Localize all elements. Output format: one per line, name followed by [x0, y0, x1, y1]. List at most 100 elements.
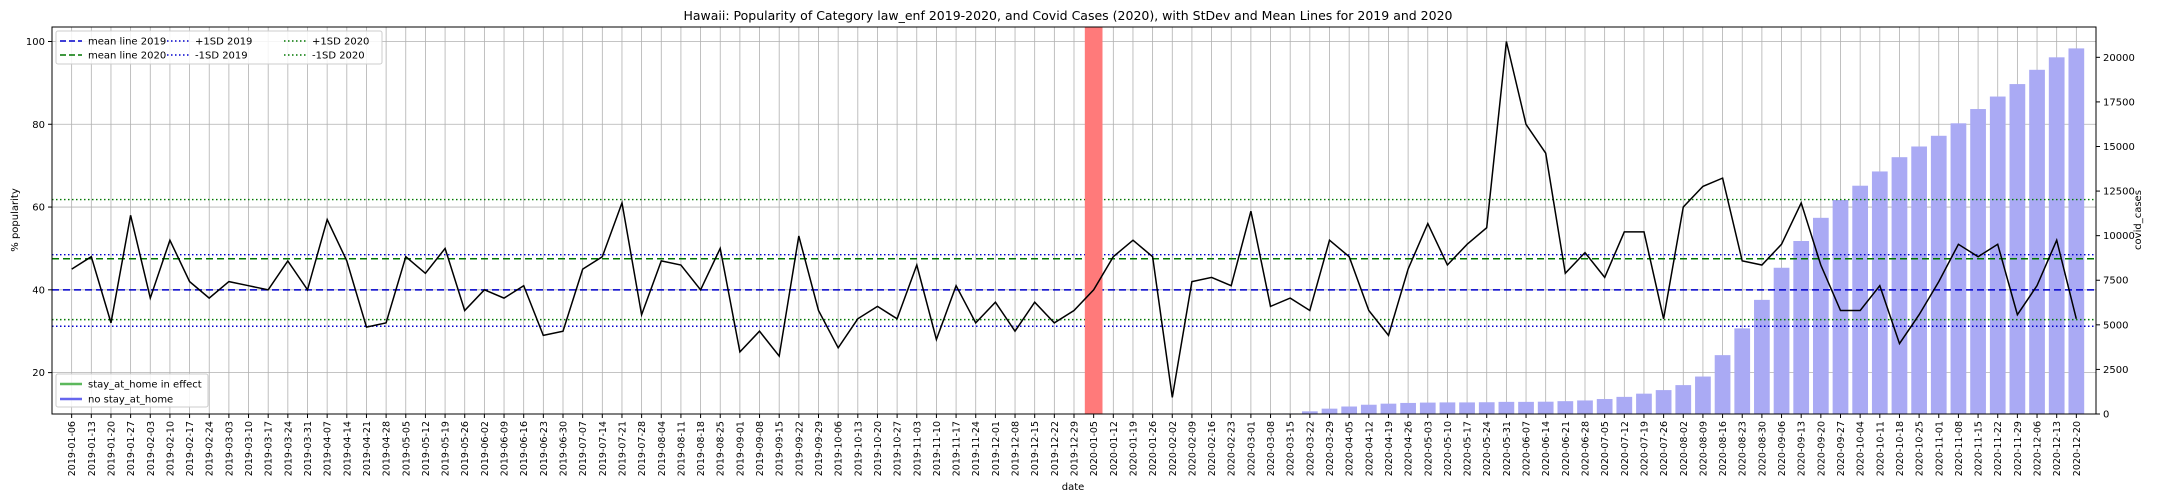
covid-bar: [1577, 400, 1593, 414]
x-tick-label: 2019-09-08: [755, 421, 766, 476]
x-tick-label: 2020-01-26: [1148, 421, 1159, 476]
legend-line-label: +1SD 2020: [312, 37, 369, 48]
x-tick-label: 2019-03-24: [283, 421, 294, 476]
x-tick-label: 2020-08-02: [1679, 421, 1690, 476]
x-tick-label: 2019-02-03: [146, 421, 157, 476]
covid-bars: [1282, 48, 2085, 415]
x-tick-label: 2019-05-19: [441, 421, 452, 476]
x-tick-label: 2019-02-10: [165, 421, 176, 476]
x-tick-label: 2020-09-13: [1797, 421, 1808, 476]
x-tick-label: 2020-02-23: [1227, 421, 1238, 476]
covid-bar: [1793, 241, 1810, 414]
covid-bar: [1754, 299, 1770, 414]
covid-bar: [1852, 185, 1869, 414]
x-tick-label: 2019-10-20: [873, 421, 884, 476]
legend-bars-box: [55, 373, 209, 408]
covid-bar: [1341, 406, 1358, 414]
x-tick-label: 2020-10-18: [1895, 421, 1906, 476]
legend-line-label: mean line 2020: [88, 51, 166, 62]
x-tick-label: 2019-06-09: [500, 421, 511, 476]
covid-bar: [1321, 408, 1338, 414]
covid-bar: [1871, 171, 1888, 414]
x-tick-label: 2019-05-26: [460, 421, 471, 476]
x-tick-label: 2019-11-24: [971, 421, 982, 476]
y2-tick-label: 7500: [2103, 276, 2128, 287]
x-tick-label: 2020-04-26: [1404, 421, 1415, 476]
x-tick-label: 2020-03-15: [1286, 421, 1297, 476]
x-tick-label: 2019-04-28: [382, 421, 393, 476]
x-tick-label: 2019-09-29: [814, 421, 825, 476]
legend-line-label: -1SD 2019: [195, 51, 248, 62]
x-tick-label: 2019-07-14: [598, 421, 609, 476]
x-tick-label: 2020-01-12: [1109, 421, 1120, 476]
legend-bar-label: stay_at_home in effect: [88, 380, 202, 391]
x-tick-label: 2020-04-19: [1384, 421, 1395, 476]
x-tick-label: 2020-08-16: [1718, 421, 1729, 476]
x-tick-label: 2020-05-03: [1423, 421, 1434, 476]
x-tick-label: 2020-03-22: [1305, 421, 1316, 476]
covid-bar: [1478, 402, 1495, 414]
x-tick-label: 2020-01-19: [1128, 421, 1139, 476]
popularity-line: [71, 41, 2078, 398]
covid-bar: [1459, 402, 1475, 414]
x-tick-label: 2019-01-27: [126, 421, 137, 476]
x-tick-label: 2020-06-28: [1581, 421, 1592, 476]
covid-bar: [1655, 390, 1672, 414]
x-tick-label: 2020-07-19: [1639, 421, 1650, 476]
x-tick-label: 2020-05-17: [1463, 421, 1474, 476]
x-tick-label: 2020-11-08: [1954, 421, 1965, 476]
y2-tick-label: 0: [2103, 410, 2109, 421]
y2-tick-label: 10000: [2103, 231, 2135, 242]
covid-bar: [1989, 96, 2006, 415]
x-tick-label: 2020-09-06: [1777, 421, 1788, 476]
covid-bar: [1400, 402, 1416, 414]
x-tick-label: 2019-03-10: [244, 421, 255, 476]
y-tick-label: 100: [26, 37, 45, 48]
x-tick-label: 2019-10-27: [893, 421, 904, 476]
covid-bar: [1616, 396, 1633, 414]
chart-title: Hawaii: Popularity of Category law_enf 2…: [683, 8, 1452, 23]
x-tick-label: 2020-09-27: [1836, 421, 1847, 476]
x-tick-label: 2019-06-16: [519, 421, 530, 476]
x-tick-label: 2019-05-05: [401, 421, 412, 476]
x-tick-label: 2020-11-01: [1934, 421, 1945, 476]
y2-tick-label: 17500: [2103, 97, 2135, 108]
covid-bar: [1714, 355, 1731, 414]
x-tick-label: 2020-11-29: [2013, 421, 2024, 476]
covid-bar: [1911, 146, 1927, 415]
y-tick-label: 60: [32, 203, 45, 214]
x-tick-label: 2019-11-17: [952, 421, 963, 476]
covid-bar: [1695, 376, 1711, 414]
red-marker: [1084, 27, 1103, 414]
y-tick-label: 20: [32, 368, 45, 379]
x-tick-label: 2019-09-15: [775, 421, 786, 476]
x-tick-label: 2019-02-24: [205, 421, 216, 476]
x-tick-label: 2020-12-06: [2033, 421, 2044, 476]
x-tick-label: 2020-05-10: [1443, 421, 1454, 476]
x-tick-label: 2020-11-22: [1993, 421, 2004, 476]
x-tick-label: 2019-09-22: [794, 421, 805, 476]
x-tick-label: 2020-03-08: [1266, 421, 1277, 476]
covid-bar: [1419, 402, 1436, 414]
y-tick-label: 40: [32, 285, 45, 296]
legend-line-label: mean line 2019: [88, 37, 166, 48]
x-tick-label: 2020-07-05: [1600, 421, 1611, 476]
covid-bar: [1812, 217, 1829, 414]
x-tick-label: 2019-04-21: [362, 421, 373, 476]
x-tick-label: 2019-04-14: [342, 421, 353, 476]
x-tick-label: 2020-07-26: [1659, 421, 1670, 476]
x-tick-label: 2019-03-17: [264, 421, 275, 476]
x-tick-label: 2019-03-03: [224, 421, 235, 476]
popularity-series-line: [71, 41, 2078, 398]
x-tick-label: 2019-12-29: [1070, 421, 1081, 476]
x-tick-label: 2020-12-20: [2072, 421, 2083, 476]
y2-tick-label: 20000: [2103, 53, 2135, 64]
x-tick-label: 2020-04-12: [1364, 421, 1375, 476]
x-tick-label: 2020-08-23: [1738, 421, 1749, 476]
x-tick-label: 2019-02-17: [185, 421, 196, 476]
x-tick-label: 2019-08-04: [657, 421, 668, 476]
covid-bar: [1970, 109, 1986, 414]
x-tick-label: 2019-08-25: [716, 421, 727, 476]
x-tick-label: 2020-03-29: [1325, 421, 1336, 476]
